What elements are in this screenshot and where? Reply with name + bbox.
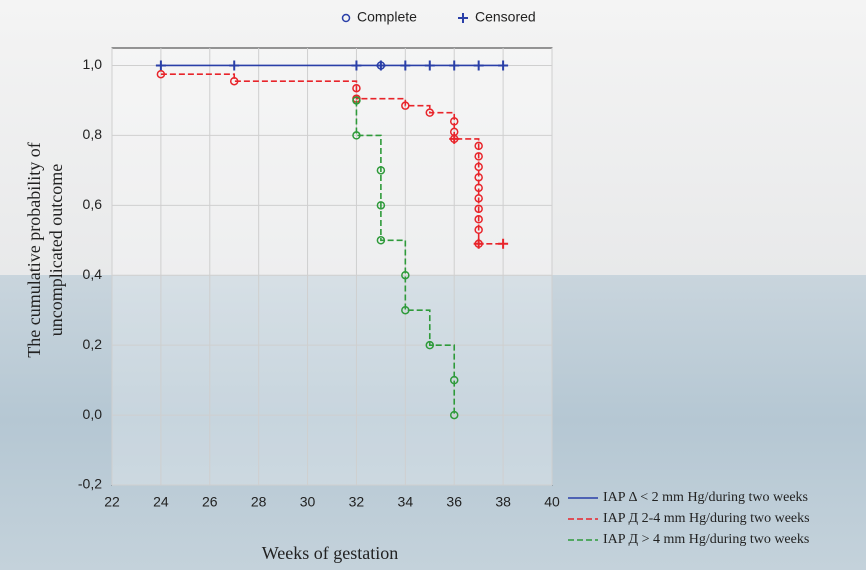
x-tick-label: 22 [104,494,120,510]
legend-label: Complete [357,9,417,25]
x-tick-label: 36 [446,494,462,510]
y-tick-label: 0,4 [83,266,103,282]
x-tick-label: 24 [153,494,169,510]
legend-label: IAP Д > 4 mm Hg/during two weeks [603,532,809,547]
y-tick-label: 0,2 [83,336,103,352]
x-tick-label: 32 [349,494,365,510]
y-axis-label: The cumulative probability of [24,142,44,357]
y-tick-label: 0,0 [83,406,103,422]
screenshot: The cumulative probability of uncomplica… [0,0,866,570]
y-axis-label: uncomplicated outcome [46,164,66,336]
x-tick-label: 34 [398,494,414,510]
x-tick-label: 30 [300,494,316,510]
y-tick-label: 1,0 [83,56,103,72]
x-tick-label: 28 [251,494,267,510]
y-tick-label: 0,8 [83,126,103,142]
legend-marker [343,15,350,22]
y-tick-label: 0,6 [83,196,103,212]
x-tick-label: 40 [544,494,560,510]
legend-label: IAP Д 2-4 mm Hg/during two weeks [603,511,810,526]
legend-label: IAP Δ < 2 mm Hg/during two weeks [603,490,808,505]
x-tick-label: 26 [202,494,218,510]
chart: The cumulative probability of uncomplica… [0,0,866,570]
x-axis-label: Weeks of gestation [262,543,399,563]
legend-marker [458,13,468,23]
plot-frame [112,48,552,485]
legend-label: Censored [475,9,536,25]
y-tick-label: -0,2 [78,476,102,492]
x-tick-label: 38 [495,494,511,510]
